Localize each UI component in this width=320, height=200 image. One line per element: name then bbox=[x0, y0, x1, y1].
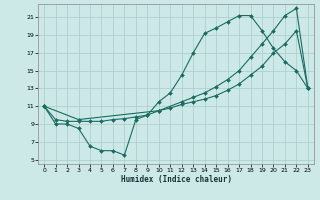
X-axis label: Humidex (Indice chaleur): Humidex (Indice chaleur) bbox=[121, 175, 231, 184]
